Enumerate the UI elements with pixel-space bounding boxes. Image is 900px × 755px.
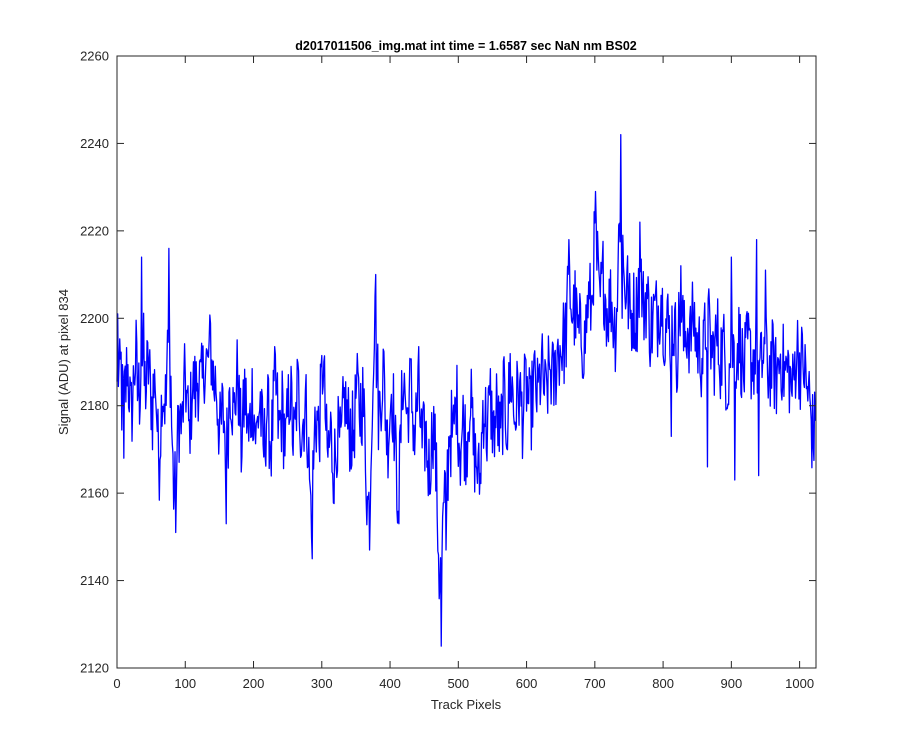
x-tick-label: 100 [174,676,196,691]
x-tick-label: 1000 [785,676,814,691]
x-axis: 0 100 200 300 400 500 600 700 800 900 1000 [113,56,814,691]
y-tick-label: 2180 [80,398,109,413]
x-tick-label: 900 [721,676,743,691]
x-tick-label: 700 [584,676,606,691]
y-tick-label: 2260 [80,49,109,64]
y-tick-label: 2220 [80,223,109,238]
y-tick-label: 2160 [80,486,109,501]
x-tick-label: 600 [516,676,538,691]
y-axis-label: Signal (ADU) at pixel 834 [56,289,71,435]
chart-title: d2017011506_img.mat int time = 1.6587 se… [295,39,637,53]
y-tick-label: 2140 [80,573,109,588]
x-tick-label: 300 [311,676,333,691]
x-axis-label: Track Pixels [431,697,502,712]
y-tick-label: 2200 [80,311,109,326]
y-tick-label: 2240 [80,136,109,151]
x-tick-label: 0 [113,676,120,691]
x-tick-label: 200 [243,676,265,691]
x-tick-label: 500 [447,676,469,691]
signal-series-line [116,134,816,647]
y-tick-label: 2120 [80,661,109,676]
x-tick-label: 800 [652,676,674,691]
plot-frame [116,55,817,669]
x-tick-label: 400 [379,676,401,691]
y-axis: 2120 2140 2160 2180 2200 2220 2240 2260 [80,49,816,676]
series-layer [116,134,816,647]
